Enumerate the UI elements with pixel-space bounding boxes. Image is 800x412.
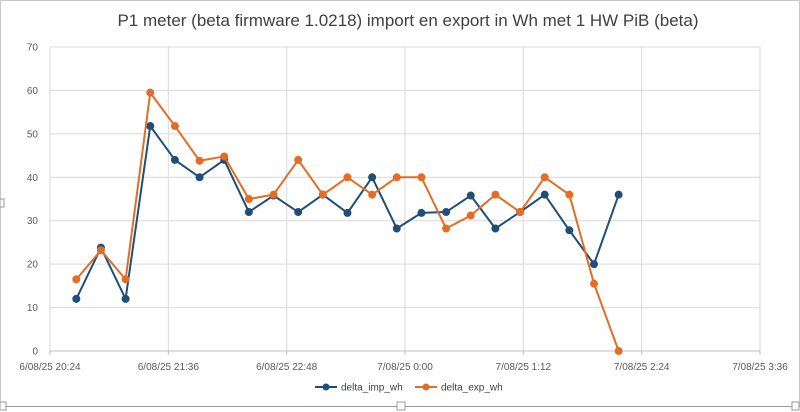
data-point-delta_exp_wh (392, 173, 401, 182)
data-point-delta_imp_wh (195, 173, 204, 182)
gridlines (49, 46, 761, 351)
data-point-delta_exp_wh (343, 173, 352, 182)
x-tick-label: 7/08/25 0:00 (377, 362, 433, 373)
data-point-delta_exp_wh (368, 190, 377, 199)
resize-handle-bottom-center[interactable] (396, 401, 406, 411)
resize-handle-bottom-left[interactable] (0, 401, 7, 411)
data-point-delta_imp_wh (491, 224, 500, 233)
data-point-delta_exp_wh (466, 211, 475, 220)
data-point-delta_imp_wh (466, 191, 475, 200)
x-tick-label: 7/08/25 3:36 (732, 362, 788, 373)
resize-handle-bottom-right[interactable] (791, 401, 800, 411)
data-point-delta_imp_wh (170, 155, 179, 164)
data-point-delta_exp_wh (244, 195, 253, 203)
data-point-delta_imp_wh (590, 260, 599, 269)
legend: delta_imp_wh delta_exp_wh (315, 383, 503, 394)
data-point-delta_imp_wh (72, 294, 81, 303)
y-tick-label: 0 (32, 347, 38, 358)
data-point-delta_exp_wh (170, 122, 179, 131)
y-tick-labels: 0 10 20 30 40 50 60 70 (27, 43, 39, 358)
y-tick-label: 40 (27, 173, 39, 184)
data-point-delta_imp_wh (121, 294, 130, 303)
x-tick-label: 7/08/25 2:24 (614, 362, 670, 373)
data-point-delta_exp_wh (565, 190, 574, 199)
chart-title: P1 meter (beta firmware 1.0218) import e… (117, 11, 698, 30)
data-point-delta_imp_wh (540, 190, 549, 199)
data-point-delta_exp_wh (540, 173, 549, 182)
data-point-delta_imp_wh (368, 173, 377, 182)
data-point-delta_exp_wh (121, 275, 130, 284)
data-point-delta_imp_wh (565, 226, 574, 235)
x-tick-label: 6/08/25 22:48 (256, 362, 318, 373)
data-point-delta_exp_wh (269, 190, 278, 199)
data-point-delta_exp_wh (442, 224, 451, 233)
data-point-delta_imp_wh (442, 208, 451, 217)
axes (49, 350, 761, 355)
data-point-delta_imp_wh (146, 122, 155, 131)
data-point-delta_imp_wh (392, 224, 401, 233)
legend-label-delta_imp_wh: delta_imp_wh (341, 383, 403, 394)
data-point-delta_exp_wh (294, 155, 303, 164)
y-tick-label: 20 (27, 260, 39, 271)
data-point-delta_exp_wh (72, 275, 81, 284)
legend-label-delta_exp_wh: delta_exp_wh (441, 383, 503, 394)
data-point-delta_exp_wh (491, 190, 500, 199)
data-point-delta_exp_wh (417, 173, 426, 182)
data-point-delta_exp_wh (220, 152, 229, 161)
y-tick-label: 70 (27, 43, 39, 54)
x-tick-labels: 6/08/25 20:24 6/08/25 21:36 6/08/25 22:48 7… (19, 362, 788, 373)
data-point-delta_imp_wh (294, 208, 303, 217)
x-tick-label: 6/08/25 20:24 (19, 362, 81, 373)
data-point-delta_exp_wh (614, 347, 623, 355)
y-tick-label: 50 (27, 129, 39, 140)
data-point-delta_exp_wh (516, 208, 525, 217)
y-tick-label: 60 (27, 86, 39, 97)
data-point-delta_imp_wh (343, 208, 352, 217)
series-lines (72, 88, 623, 355)
data-point-delta_exp_wh (96, 246, 105, 255)
x-tick-label: 7/08/25 1:12 (496, 362, 552, 373)
y-tick-label: 30 (27, 216, 39, 227)
data-point-delta_exp_wh (195, 156, 204, 165)
data-point-delta_exp_wh (590, 279, 599, 288)
legend-marker-delta_imp_wh (322, 383, 330, 391)
data-point-delta_exp_wh (146, 88, 155, 97)
resize-handle-left-center[interactable] (0, 198, 5, 208)
legend-marker-delta_exp_wh (422, 383, 430, 391)
data-point-delta_imp_wh (417, 208, 426, 217)
y-tick-label: 10 (27, 303, 39, 314)
data-point-delta_imp_wh (614, 190, 623, 199)
data-point-delta_imp_wh (244, 208, 253, 217)
x-tick-label: 6/08/25 21:36 (138, 362, 200, 373)
series-line-delta_exp_wh (75, 91, 620, 352)
data-point-delta_exp_wh (318, 190, 327, 199)
